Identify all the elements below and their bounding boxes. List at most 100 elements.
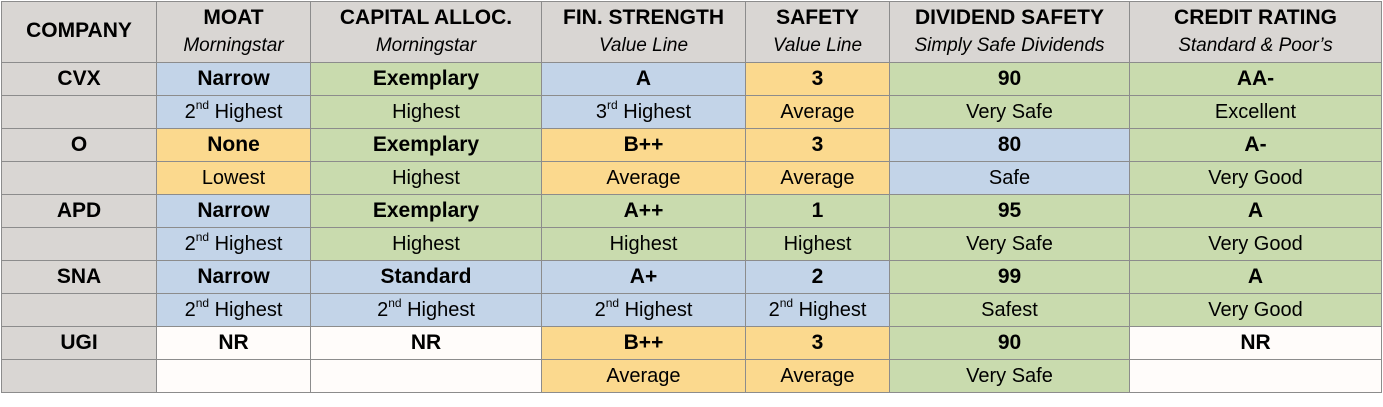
description-row: Average Average Very Safe: [1, 359, 1382, 393]
company-spacer: [1, 161, 157, 195]
header-capital-alloc: CAPITAL ALLOC. Morningstar: [310, 1, 542, 63]
header-title: FIN. STRENGTH: [563, 6, 724, 29]
company-row: UGI NR NR B++ 3 90 NR: [1, 326, 1382, 360]
rating-value: Exemplary: [310, 62, 542, 96]
description-row: 2nd Highest Highest Highest Highest Very Saf…: [1, 227, 1382, 261]
description-text: Average: [780, 364, 855, 387]
company-row: CVX Narrow Exemplary A 3 90 AA-: [1, 62, 1382, 96]
header-title: CAPITAL ALLOC.: [339, 6, 513, 29]
rating-description: Very Safe: [889, 359, 1130, 393]
rating-value: A-: [1129, 128, 1382, 162]
rating-value: 99: [889, 260, 1130, 294]
rating-description: Safest: [889, 293, 1130, 327]
rating-description: Very Good: [1129, 227, 1382, 261]
rank-ordinal: 3: [595, 100, 608, 123]
rank-ordinal: 2: [377, 298, 389, 321]
header-title: SAFETY: [776, 6, 859, 29]
rating-value: 90: [889, 326, 1130, 360]
description-row: 2nd Highest 2nd Highest 2nd Highest 2nd Hig…: [1, 293, 1382, 327]
rating-description: [1129, 359, 1382, 393]
ordinal-suffix: nd: [605, 295, 620, 310]
header-source: Morningstar: [375, 35, 477, 56]
rating-value: Exemplary: [310, 128, 542, 162]
company-spacer: [1, 359, 157, 393]
rating-description: Average: [745, 95, 890, 129]
rating-description: 2nd Highest: [745, 293, 890, 327]
rating-value: NR: [156, 326, 311, 360]
company-row: APD Narrow Exemplary A++ 1 95 A: [1, 194, 1382, 228]
header-fin-strength: FIN. STRENGTH Value Line: [541, 1, 746, 63]
header-source: Morningstar: [183, 35, 284, 56]
rating-value: AA-: [1129, 62, 1382, 96]
description-text: Highest: [392, 232, 460, 255]
rank-ordinal: 2: [768, 298, 780, 321]
ordinal-suffix: nd: [195, 295, 210, 310]
description-text: Highest: [407, 298, 475, 321]
description-text: Lowest: [201, 166, 266, 189]
header-title: MOAT: [203, 6, 264, 29]
description-text: Highest: [392, 166, 460, 189]
rating-description: [156, 359, 311, 393]
description-text: Very Good: [1208, 166, 1303, 189]
rating-description: Average: [541, 161, 746, 195]
rating-value: None: [156, 128, 311, 162]
rating-value: A++: [541, 194, 746, 228]
rating-description: Highest: [310, 227, 542, 261]
header-safety: SAFETY Value Line: [745, 1, 890, 63]
rating-value: 2: [745, 260, 890, 294]
description-text: Highest: [623, 100, 692, 123]
rating-description: Average: [745, 359, 890, 393]
rating-value: 3: [745, 62, 890, 96]
description-text: Highest: [214, 100, 283, 123]
ratings-table: COMPANY MOAT Morningstar CAPITAL ALLOC. …: [1, 1, 1382, 393]
header-title: DIVIDEND SAFETY: [914, 6, 1105, 29]
rating-description: 2nd Highest: [541, 293, 746, 327]
company-spacer: [1, 95, 157, 129]
header-dividend-safety: DIVIDEND SAFETY Simply Safe Dividends: [889, 1, 1130, 63]
header-source: Standard & Poor’s: [1178, 35, 1333, 56]
rating-value: A: [541, 62, 746, 96]
rating-description: Lowest: [156, 161, 311, 195]
header-source: Value Line: [598, 35, 689, 56]
rating-value: B++: [541, 326, 746, 360]
rank-ordinal: 2: [184, 298, 196, 321]
description-text: Excellent: [1214, 100, 1297, 123]
company-spacer: [1, 293, 157, 327]
rating-value: 3: [745, 128, 890, 162]
rating-description: [310, 359, 542, 393]
header-row: COMPANY MOAT Morningstar CAPITAL ALLOC. …: [1, 1, 1382, 63]
company-row: SNA Narrow Standard A+ 2 99 A: [1, 260, 1382, 294]
rating-description: Very Safe: [889, 95, 1130, 129]
rating-description: 2nd Highest: [156, 227, 311, 261]
description-text: Highest: [392, 100, 460, 123]
description-text: Highest: [609, 232, 678, 255]
rating-value: 1: [745, 194, 890, 228]
description-text: Highest: [214, 298, 283, 321]
description-text: Very Good: [1208, 232, 1303, 255]
description-text: Safest: [981, 298, 1038, 321]
rating-description: Highest: [310, 95, 542, 129]
rating-value: NR: [310, 326, 542, 360]
description-text: Very Safe: [966, 100, 1053, 123]
rating-value: 3: [745, 326, 890, 360]
header-credit-rating: CREDIT RATING Standard & Poor’s: [1129, 1, 1382, 63]
rank-ordinal: 2: [594, 298, 606, 321]
rating-description: 3rd Highest: [541, 95, 746, 129]
header-moat: MOAT Morningstar: [156, 1, 311, 63]
company-ticker: UGI: [1, 326, 157, 360]
company-ticker: CVX: [1, 62, 157, 96]
rating-value: Exemplary: [310, 194, 542, 228]
ordinal-suffix: nd: [388, 295, 402, 310]
rank-ordinal: 2: [184, 232, 196, 255]
rating-description: Very Safe: [889, 227, 1130, 261]
table-body: CVX Narrow Exemplary A 3 90 AA- 2nd Highest High…: [1, 62, 1382, 393]
company-ticker: APD: [1, 194, 157, 228]
rating-value: 80: [889, 128, 1130, 162]
header-title: CREDIT RATING: [1174, 6, 1337, 29]
rating-description: 2nd Highest: [156, 95, 311, 129]
description-text: Highest: [783, 232, 852, 255]
rating-value: Narrow: [156, 194, 311, 228]
rating-description: Average: [541, 359, 746, 393]
rating-description: 2nd Highest: [156, 293, 311, 327]
ordinal-suffix: nd: [779, 295, 794, 310]
